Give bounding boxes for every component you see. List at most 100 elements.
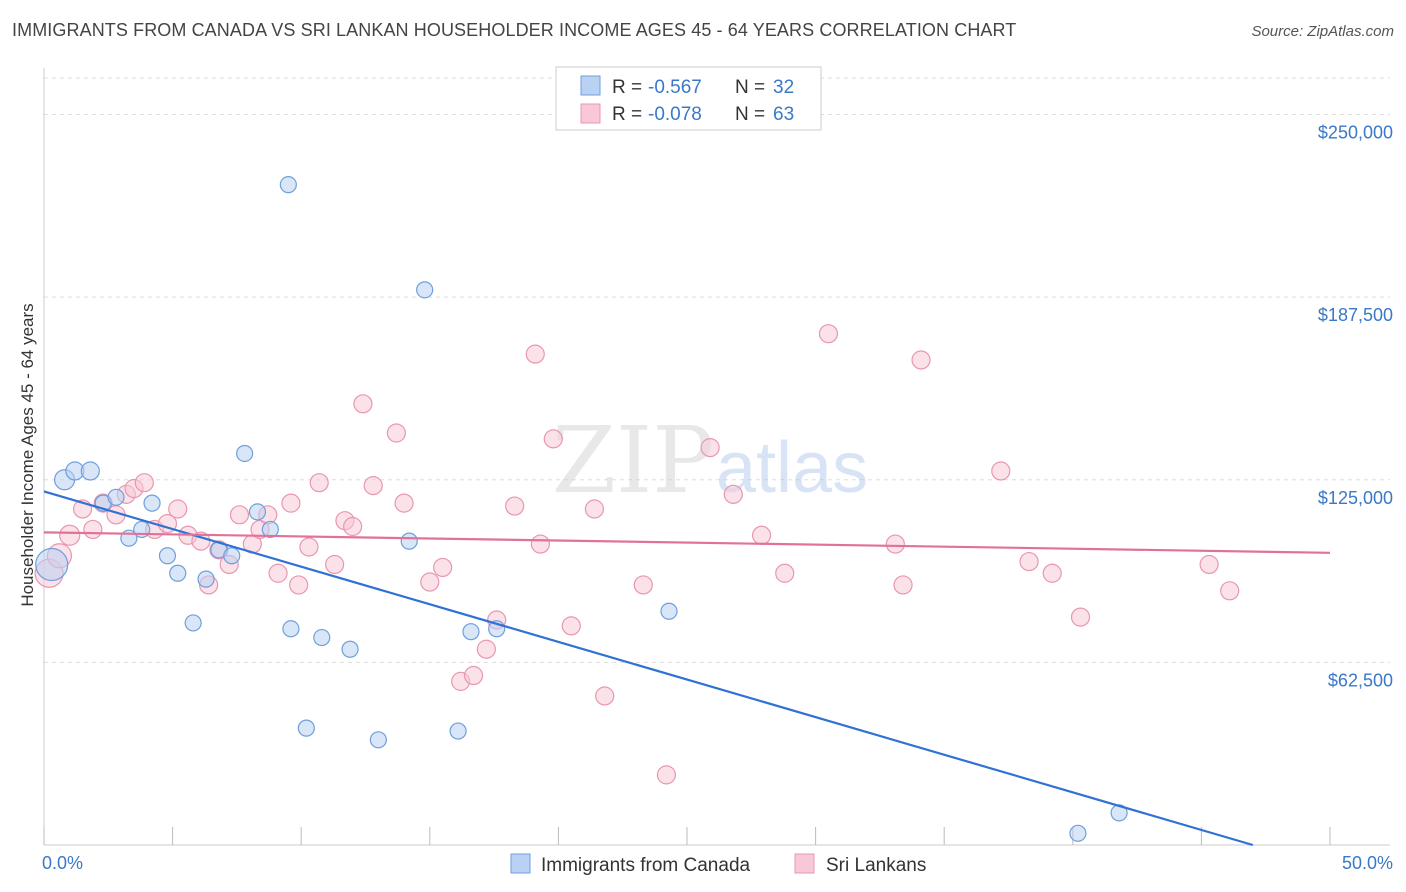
sri-lankan-point bbox=[168, 499, 188, 519]
sri-lankan-point bbox=[775, 563, 795, 583]
canada-point bbox=[660, 602, 678, 620]
sri-lankan-point bbox=[420, 572, 440, 592]
sri-lankan-point bbox=[656, 765, 677, 785]
sri-lankans-trend-line bbox=[43, 531, 1331, 554]
sri-lankan-point bbox=[268, 563, 288, 583]
sri-lankan-point bbox=[584, 499, 605, 519]
x-tick-label: 0.0% bbox=[42, 853, 83, 873]
y-tick-label: $125,000 bbox=[1318, 488, 1393, 508]
tick-labels: $62,500 $125,000 $187,500 $250,000 0.0% 50.0% bbox=[42, 123, 1393, 873]
sri-lankan-point bbox=[289, 575, 309, 595]
stats-n-value-1: 32 bbox=[773, 77, 794, 98]
sri-lankan-point bbox=[818, 324, 839, 344]
x-tick-label: 50.0% bbox=[1342, 853, 1393, 873]
legend-label-canada: Immigrants from Canada bbox=[541, 855, 751, 876]
canada-point bbox=[158, 547, 177, 565]
canada-point bbox=[313, 628, 331, 647]
y-tick-label: $187,500 bbox=[1318, 305, 1393, 325]
canada-point bbox=[197, 570, 215, 588]
sri-lankan-point bbox=[911, 350, 931, 370]
canada-point bbox=[341, 640, 359, 658]
sri-lankan-point bbox=[463, 665, 484, 686]
sri-lankan-point bbox=[343, 516, 363, 537]
sri-lankan-point bbox=[723, 484, 743, 504]
sri-lankan-point bbox=[394, 493, 414, 513]
canada-point bbox=[248, 503, 267, 521]
canada-point bbox=[35, 547, 69, 582]
canada-point bbox=[107, 488, 125, 506]
stats-r-label-2: R = bbox=[612, 104, 642, 125]
sri-lankan-point bbox=[885, 534, 905, 554]
sri-lankan-point bbox=[1070, 607, 1091, 627]
stats-legend: R = -0.567 N = 32 R = -0.078 N = 63 bbox=[555, 66, 822, 131]
trend-lines bbox=[43, 490, 1331, 847]
sri-lankan-point bbox=[1019, 551, 1039, 572]
legend-swatch-canada bbox=[510, 853, 531, 874]
sri-lankan-point bbox=[353, 394, 373, 414]
stats-n-label-1: N = bbox=[735, 77, 765, 98]
canada-point bbox=[297, 719, 315, 737]
stats-legend-swatch-blue bbox=[580, 75, 601, 96]
sri-lankan-point bbox=[386, 423, 406, 443]
canada-point bbox=[80, 461, 100, 481]
stats-r-value-1: -0.567 bbox=[648, 77, 702, 98]
chart-source: Source: ZipAtlas.com bbox=[1251, 23, 1394, 40]
sri-lankan-point bbox=[83, 519, 103, 540]
sri-lankan-point bbox=[59, 524, 81, 546]
canada-point bbox=[282, 620, 300, 638]
sri-lankan-point bbox=[700, 438, 720, 458]
stats-n-value-2: 63 bbox=[773, 104, 794, 125]
canada-point bbox=[169, 564, 187, 582]
sri-lankan-point bbox=[134, 473, 154, 493]
canada-point bbox=[416, 281, 434, 299]
sri-lankan-point bbox=[325, 554, 345, 575]
canada-point bbox=[449, 722, 467, 740]
sri-lankan-point bbox=[1042, 563, 1062, 583]
sri-lankan-point bbox=[281, 493, 301, 513]
stats-n-label-2: N = bbox=[735, 104, 765, 125]
sri-lankan-point bbox=[1199, 554, 1219, 575]
sri-lankan-point bbox=[505, 496, 525, 516]
canada-point bbox=[143, 494, 161, 512]
legend-label-sri-lankans: Sri Lankans bbox=[826, 855, 926, 876]
y-tick-label: $62,500 bbox=[1328, 670, 1393, 690]
stats-legend-swatch-pink bbox=[580, 103, 601, 124]
canada-trend-line bbox=[43, 490, 1254, 847]
stats-r-label-1: R = bbox=[612, 77, 642, 98]
sri-lankan-point bbox=[633, 575, 653, 595]
sri-lankan-point bbox=[309, 473, 329, 493]
axes bbox=[43, 68, 1390, 846]
canada-point bbox=[1069, 824, 1087, 842]
sri-lankan-point bbox=[893, 575, 913, 595]
sri-lankan-point bbox=[299, 537, 319, 557]
series-legend: Immigrants from Canada Sri Lankans bbox=[510, 853, 926, 876]
sri-lankan-point bbox=[525, 344, 545, 364]
legend-swatch-sri-lankans bbox=[794, 853, 815, 874]
sri-lankan-point bbox=[543, 429, 563, 449]
canada-point bbox=[236, 444, 254, 463]
sri-lankan-point bbox=[561, 616, 581, 636]
sri-lankan-point bbox=[530, 534, 550, 554]
canada-point bbox=[223, 547, 241, 565]
sri-lankan-point bbox=[595, 686, 615, 706]
sri-lankan-point bbox=[751, 525, 772, 545]
canada-points bbox=[35, 176, 1128, 842]
stats-r-value-2: -0.078 bbox=[648, 104, 702, 125]
chart-title: IMMIGRANTS FROM CANADA VS SRI LANKAN HOU… bbox=[12, 20, 1017, 40]
grid-lines bbox=[44, 77, 1390, 663]
sri-lankan-point bbox=[229, 505, 250, 525]
sri-lankan-point bbox=[476, 639, 496, 659]
sri-lankan-point bbox=[363, 476, 383, 496]
canada-point bbox=[261, 520, 279, 539]
canada-point bbox=[400, 532, 418, 550]
sri-lankan-point bbox=[433, 557, 453, 578]
canada-point bbox=[369, 731, 387, 749]
watermark: ZIP atlas bbox=[552, 407, 868, 514]
canada-point bbox=[279, 176, 297, 194]
sri-lankan-point bbox=[991, 461, 1011, 481]
canada-point bbox=[462, 623, 480, 641]
watermark-zip: ZIP bbox=[552, 407, 714, 514]
canada-point bbox=[184, 614, 202, 632]
y-tick-label: $250,000 bbox=[1318, 123, 1393, 143]
